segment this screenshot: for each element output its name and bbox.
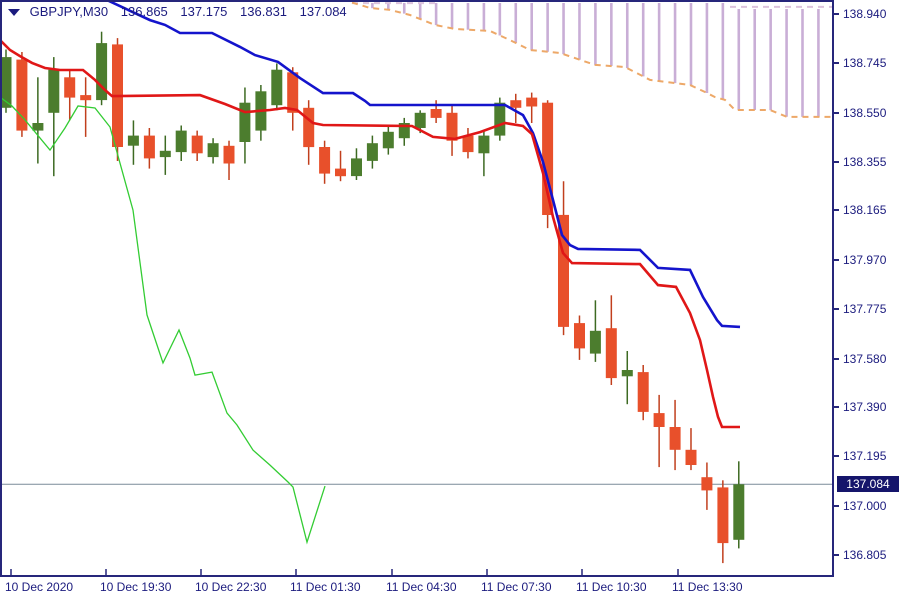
price-tick	[833, 505, 839, 507]
ohlc-high: 137.175	[180, 4, 228, 19]
price-label: 138.940	[843, 7, 887, 21]
price-tick	[833, 13, 839, 15]
time-label: 11 Dec 04:30	[386, 580, 457, 594]
price-label: 138.550	[843, 106, 887, 120]
price-label: 137.580	[843, 352, 887, 366]
candle-body	[0, 57, 12, 108]
time-label: 10 Dec 22:30	[195, 580, 267, 594]
candle-body	[446, 112, 458, 141]
candle-body	[637, 372, 649, 412]
time-label: 11 Dec 13:30	[672, 580, 743, 594]
price-label: 138.165	[843, 203, 887, 217]
candle-body	[80, 95, 92, 101]
price-tick	[833, 406, 839, 408]
candle-body	[542, 102, 554, 215]
candle-body	[669, 427, 681, 450]
candle-body	[717, 487, 729, 544]
candle-body	[96, 43, 108, 101]
candle-body	[48, 69, 60, 113]
candle-body	[16, 59, 28, 131]
price-tick	[833, 455, 839, 457]
candle-body	[159, 150, 171, 158]
price-tick	[833, 112, 839, 114]
candle-body	[685, 449, 697, 465]
candle-body	[303, 107, 315, 148]
candle-body	[207, 143, 219, 158]
candle-body	[733, 484, 745, 540]
candle-body	[319, 147, 331, 174]
candle-body	[32, 123, 44, 131]
candle-body	[366, 143, 378, 161]
candle-body	[558, 214, 569, 327]
candle-body	[430, 109, 442, 118]
candle-body	[510, 100, 522, 108]
green-indicator-line	[0, 96, 326, 545]
ohlc-low: 136.831	[240, 4, 288, 19]
price-label: 137.390	[843, 400, 887, 414]
candle-body	[478, 135, 490, 154]
candle-body	[351, 158, 362, 177]
price-tick	[833, 259, 839, 261]
price-label: 136.805	[843, 548, 887, 562]
candle-body	[653, 413, 665, 427]
candle-body	[335, 168, 346, 177]
time-label: 10 Dec 2020	[5, 580, 74, 594]
price-tick	[833, 554, 839, 556]
candle-body	[143, 135, 155, 159]
candle-body	[271, 69, 283, 106]
candle-body	[605, 328, 617, 379]
time-label: 11 Dec 10:30	[576, 580, 647, 594]
candle-body	[382, 131, 394, 149]
price-label: 137.195	[843, 449, 887, 463]
symbol-label: GBPJPY,M30	[29, 4, 109, 19]
price-tick	[833, 209, 839, 211]
current-price-badge: 137.084	[837, 476, 899, 492]
candle-body	[621, 370, 633, 377]
candle-body	[462, 135, 474, 153]
price-tick	[833, 62, 839, 64]
candle-body	[398, 123, 410, 139]
price-label: 137.775	[843, 302, 887, 316]
price-label: 137.000	[843, 499, 887, 513]
candle-body	[191, 135, 203, 154]
price-label: 138.355	[843, 155, 887, 169]
candle-body	[64, 77, 76, 98]
price-tick	[833, 358, 839, 360]
price-label: 137.970	[843, 253, 887, 267]
ma-slow-blue-line	[106, 0, 741, 329]
price-tick	[833, 308, 839, 310]
ma-fast-red-line	[0, 39, 740, 429]
chart-header: GBPJPY,M30 136.865 137.175 136.831 137.0…	[8, 4, 356, 19]
ohlc-open: 136.865	[120, 4, 168, 19]
ohlc-close: 137.084	[299, 4, 347, 19]
price-tick	[833, 161, 839, 163]
time-label: 10 Dec 19:30	[100, 580, 172, 594]
candle-body	[589, 330, 601, 354]
price-label: 138.745	[843, 56, 887, 70]
candle-body	[239, 102, 251, 142]
candle-body	[287, 72, 299, 113]
senkou-span-a-line	[351, 1, 834, 118]
candle-body	[701, 477, 713, 491]
candle-body	[175, 130, 187, 153]
chart-plot-area[interactable]	[0, 0, 834, 577]
symbol-dropdown-icon	[8, 9, 20, 16]
time-label: 11 Dec 07:30	[481, 580, 552, 594]
candle-body	[414, 112, 426, 128]
candle-body	[494, 102, 506, 136]
candle-body	[574, 323, 585, 349]
candle-body	[223, 145, 235, 164]
time-label: 11 Dec 01:30	[290, 580, 361, 594]
candle-body	[526, 97, 538, 107]
candle-body	[127, 135, 139, 146]
